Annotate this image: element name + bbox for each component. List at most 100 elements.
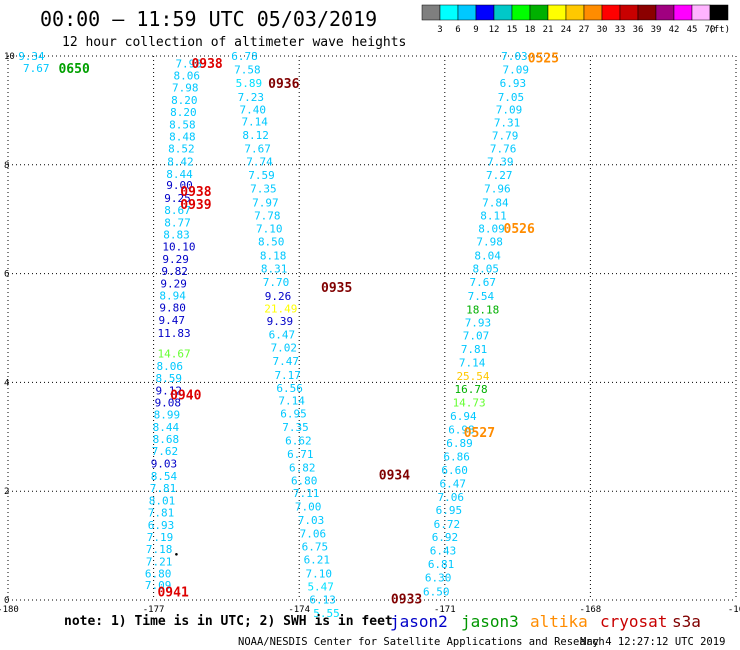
wave-height-value: 7.14	[459, 356, 486, 369]
wave-height-value: 7.02	[271, 342, 298, 355]
wave-height-value: 5.55	[313, 607, 340, 620]
wave-height-value: 6.80	[145, 567, 172, 580]
colorbar-label: 30	[597, 25, 608, 35]
x-tick-label: -177	[143, 605, 165, 615]
wave-height-value: 6.95	[436, 504, 463, 517]
colorbar-label: 12	[489, 25, 500, 35]
wave-height-value: 6.43	[430, 544, 457, 557]
colorbar-label: 33	[615, 25, 626, 35]
wave-height-value: 8.11	[480, 209, 507, 222]
wave-height-value: 6.78	[231, 50, 258, 63]
legend-s3a: s3a	[672, 612, 701, 631]
colorbar-swatch	[655, 4, 675, 21]
wave-height-value: 7.97	[252, 196, 279, 209]
colorbar-label: 39	[651, 25, 662, 35]
wave-height-value: 6.98	[448, 424, 475, 437]
colorbar-swatch	[601, 4, 621, 21]
wave-height-value: 6.81	[428, 558, 455, 571]
wave-height-value: 9.34	[18, 50, 45, 63]
wave-height-value: 9.47	[158, 314, 185, 327]
wave-height-value: 6.60	[441, 464, 468, 477]
wave-height-value: 7.03	[501, 50, 527, 63]
wave-height-value: 8.83	[163, 228, 190, 241]
wave-height-value: 9.26	[265, 290, 292, 303]
colorbar-label: 21	[543, 25, 554, 35]
wave-height-value: 7.03	[298, 514, 325, 527]
colorbar-label: 45	[687, 25, 698, 35]
colorbar: 3 6 9 12 15 18 21 24 27 30 33 36 39 42 45 70(ft)	[421, 4, 730, 35]
wave-height-value: 7.09	[496, 103, 523, 116]
colorbar-swatch	[439, 4, 459, 21]
colorbar-swatch	[547, 4, 567, 21]
wave-height-value: 6.94	[450, 410, 477, 423]
track-time-label: 0650	[58, 62, 89, 77]
legend-jason3: jason3	[461, 612, 519, 631]
track-time-label: 0527	[464, 426, 495, 441]
legend-cryosat: cryosat	[600, 612, 667, 631]
wave-height-value: 8.20	[170, 106, 197, 119]
y-axis-ticks: 0 2 4 6 8 10	[4, 52, 15, 606]
wave-height-value: 8.06	[157, 360, 184, 373]
wave-height-value: 8.58	[169, 119, 196, 132]
wave-height-value: 8.09	[478, 222, 505, 235]
wave-height-value: 8.94	[159, 289, 186, 302]
wave-height-value: 7.67	[470, 276, 497, 289]
wave-height-value: 8.44	[166, 168, 193, 181]
wave-height-value: 7.81	[461, 343, 488, 356]
track-time-label: 0934	[379, 468, 410, 483]
wave-height-value: 8.77	[164, 216, 191, 229]
wave-height-value: 7.76	[490, 142, 517, 155]
colorbar-swatch	[493, 4, 513, 21]
wave-height-value: 7.35	[282, 421, 309, 434]
wave-height-value: 9.29	[160, 277, 187, 290]
y-tick-label: 6	[4, 270, 9, 280]
wave-height-value: 7.14	[241, 115, 268, 128]
wave-height-value: 6.86	[443, 450, 470, 463]
colorbar-swatch	[691, 4, 711, 21]
wave-height-value: 16.78	[455, 383, 488, 396]
x-tick-label: -168	[580, 605, 602, 615]
wave-height-value: 8.54	[151, 470, 178, 483]
wave-height-value: 7.00	[295, 500, 322, 513]
wave-height-value: 8.42	[167, 156, 194, 169]
wave-height-value: 7.35	[250, 183, 277, 196]
wave-height-value: 7.11	[293, 487, 320, 500]
x-tick-label: -171	[434, 605, 456, 615]
wave-height-value: 8.59	[156, 372, 183, 385]
colorbar-swatch	[619, 4, 639, 21]
wave-height-value: 9.39	[267, 315, 294, 328]
wave-height-value: 6.82	[289, 461, 316, 474]
wave-height-value: 7.10	[306, 567, 333, 580]
wave-height-value: 9.80	[159, 301, 186, 314]
wave-height-value: 7.27	[486, 169, 513, 182]
wave-height-value: 7.39	[487, 156, 514, 169]
wave-height-value: 8.67	[164, 204, 191, 217]
wave-height-value: 6.95	[280, 407, 307, 420]
wave-height-value: 7.98	[175, 58, 202, 71]
track-time-label: 0525	[528, 52, 559, 67]
colorbar-label: 15	[507, 25, 518, 35]
track-time-label: 0940	[170, 388, 201, 403]
wave-height-value: 6.72	[434, 518, 461, 531]
wave-height-value: 14.73	[453, 397, 486, 410]
wave-height-value: 6.93	[148, 519, 175, 532]
wave-height-value: 7.81	[150, 482, 177, 495]
wave-height-value: 7.62	[152, 445, 179, 458]
colorbar-label: 27	[579, 25, 590, 35]
wave-height-value: 7.09	[503, 64, 530, 77]
wave-height-points: 9.347.67 7.988.067.988.208.208.588.488.52…	[18, 50, 529, 620]
y-tick-label: 0	[4, 596, 9, 606]
y-tick-label: 4	[4, 378, 9, 388]
timestamp-text: May 4 12:27:12 UTC 2019	[580, 636, 725, 648]
wave-height-value: 5.47	[307, 580, 334, 593]
wave-height-value: 8.31	[261, 263, 288, 276]
wave-height-value: 8.01	[149, 494, 176, 507]
x-tick-label: -174	[288, 605, 310, 615]
satellite-legend: jason2 jason3 altika cryosat s3a	[390, 612, 701, 631]
track-time-label: 0935	[321, 281, 352, 296]
wave-height-value: 8.06	[173, 70, 200, 83]
wave-height-value: 6.93	[500, 77, 527, 90]
legend-altika: altika	[530, 612, 588, 631]
